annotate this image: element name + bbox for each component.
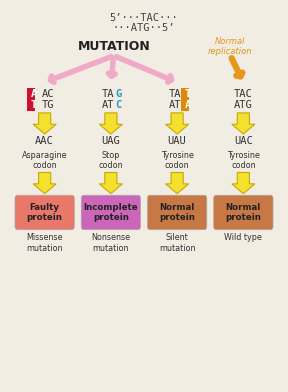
FancyBboxPatch shape xyxy=(27,88,35,100)
Text: A: A xyxy=(184,100,191,110)
Text: A: A xyxy=(31,89,37,99)
Text: Silent
mutation: Silent mutation xyxy=(159,233,195,253)
Text: AT: AT xyxy=(168,100,181,110)
FancyArrow shape xyxy=(99,113,122,134)
Text: TA: TA xyxy=(168,89,181,99)
Text: Incomplete
protein: Incomplete protein xyxy=(84,203,138,222)
Text: Normal
protein: Normal protein xyxy=(159,203,195,222)
FancyArrow shape xyxy=(232,113,255,134)
FancyBboxPatch shape xyxy=(147,195,207,230)
Text: 5’···TAC···: 5’···TAC··· xyxy=(110,13,178,23)
FancyBboxPatch shape xyxy=(81,195,141,230)
Text: AAC: AAC xyxy=(35,136,54,146)
Text: T: T xyxy=(31,100,37,110)
FancyBboxPatch shape xyxy=(214,195,273,230)
Text: Stop
codon: Stop codon xyxy=(98,151,123,170)
Text: TAC: TAC xyxy=(234,89,253,99)
Text: ATG: ATG xyxy=(234,100,253,110)
Text: AC: AC xyxy=(42,89,54,99)
FancyArrow shape xyxy=(232,172,255,194)
Text: Faulty
protein: Faulty protein xyxy=(27,203,62,222)
Text: UAU: UAU xyxy=(168,136,187,146)
FancyArrow shape xyxy=(166,172,189,194)
Text: Normal
replication: Normal replication xyxy=(208,36,253,56)
Text: T: T xyxy=(184,89,191,99)
Text: Tyrosine
codon: Tyrosine codon xyxy=(161,151,194,170)
Text: Tyrosine
codon: Tyrosine codon xyxy=(227,151,260,170)
FancyArrow shape xyxy=(33,172,56,194)
Text: Missense
mutation: Missense mutation xyxy=(26,233,63,253)
Text: UAG: UAG xyxy=(101,136,120,146)
Text: Normal
protein: Normal protein xyxy=(226,203,261,222)
FancyBboxPatch shape xyxy=(27,99,35,111)
Text: TA: TA xyxy=(102,89,115,99)
Text: C: C xyxy=(115,100,122,110)
Text: G: G xyxy=(115,89,122,99)
Text: Wild type: Wild type xyxy=(224,233,262,242)
Text: MUTATION: MUTATION xyxy=(77,40,150,53)
Text: UAC: UAC xyxy=(234,136,253,146)
Text: Asparagine
codon: Asparagine codon xyxy=(22,151,67,170)
FancyArrow shape xyxy=(99,172,122,194)
FancyArrow shape xyxy=(33,113,56,134)
FancyArrow shape xyxy=(166,113,189,134)
FancyBboxPatch shape xyxy=(181,88,189,100)
FancyBboxPatch shape xyxy=(15,195,74,230)
Text: ···ATG··5’: ···ATG··5’ xyxy=(113,23,175,33)
Text: TG: TG xyxy=(42,100,54,110)
FancyBboxPatch shape xyxy=(181,99,189,111)
Text: AT: AT xyxy=(102,100,115,110)
Text: Nonsense
mutation: Nonsense mutation xyxy=(91,233,130,253)
